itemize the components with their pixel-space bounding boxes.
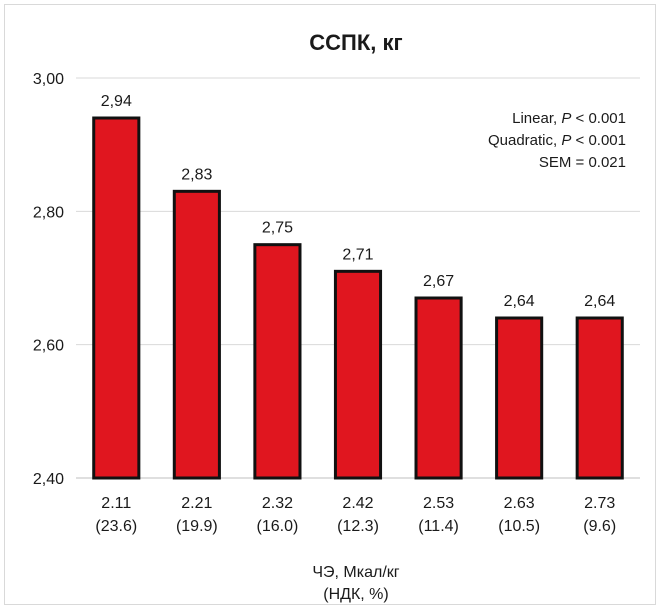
y-tick-label: 2,60 xyxy=(33,338,64,355)
bar xyxy=(253,243,302,480)
data-label: 2,75 xyxy=(262,220,293,237)
x-category-label: 2.42 xyxy=(342,495,373,512)
x-category-sublabel: (19.9) xyxy=(176,518,218,535)
y-tick-label: 2,80 xyxy=(33,204,64,221)
bar xyxy=(414,296,463,480)
bar xyxy=(575,316,624,480)
y-tick-label: 2,40 xyxy=(33,471,64,488)
chart-title: ССПК, кг xyxy=(309,30,402,55)
x-category-sublabel: (9.6) xyxy=(583,518,616,535)
x-category-label: 2.63 xyxy=(504,495,535,512)
data-label: 2,67 xyxy=(423,273,454,290)
data-label: 2,64 xyxy=(504,293,535,310)
x-category-label: 2.32 xyxy=(262,495,293,512)
bar xyxy=(333,269,383,480)
data-labels: 2,94 2,83 2,75 2,71 2,67 2,64 2,64 xyxy=(101,93,616,310)
bar xyxy=(495,316,544,480)
bar xyxy=(172,189,221,480)
x-category-label: 2.53 xyxy=(423,495,454,512)
annotation-sem: SEM = 0.021 xyxy=(539,154,626,171)
data-label: 2,71 xyxy=(342,246,373,263)
y-tick-label: 3,00 xyxy=(33,71,64,88)
x-category-label: 2.73 xyxy=(584,495,615,512)
x-axis-title-line1: ЧЭ, Мкал/кг xyxy=(312,564,399,581)
bars xyxy=(92,116,624,480)
x-category-label: 2.21 xyxy=(181,495,212,512)
data-label: 2,64 xyxy=(584,293,615,310)
x-category-sublabel: (16.0) xyxy=(257,518,299,535)
x-category-sublabel: (11.4) xyxy=(418,518,459,535)
x-axis-categories: 2.11 (23.6) 2.21 (19.9) 2.32 (16.0) 2.42 (12.3)… xyxy=(95,495,616,535)
annotation-linear: Linear, P < 0.001 xyxy=(512,110,626,127)
x-category-label: 2.11 xyxy=(101,495,131,512)
x-axis-title-line2: (НДК, %) xyxy=(323,586,388,603)
x-category-sublabel: (12.3) xyxy=(337,518,379,535)
bar xyxy=(92,116,141,480)
data-label: 2,94 xyxy=(101,93,132,110)
x-category-sublabel: (10.5) xyxy=(498,518,540,535)
annotation-quadratic: Quadratic, P < 0.001 xyxy=(488,132,626,149)
y-axis-ticks: 2,40 2,60 2,80 3,00 xyxy=(33,71,64,488)
data-label: 2,83 xyxy=(181,166,212,183)
x-category-sublabel: (23.6) xyxy=(95,518,137,535)
